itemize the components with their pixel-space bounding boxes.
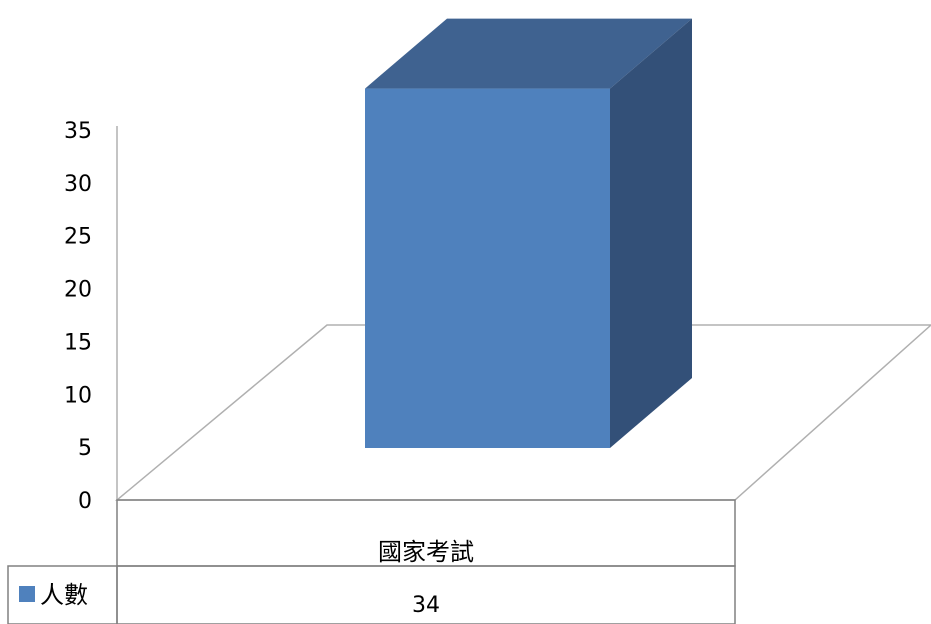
legend-color-swatch [19, 586, 35, 602]
data-table: 國家考試 34 人數 [7, 499, 736, 624]
bar-side-face [610, 18, 692, 448]
y-tick-label: 35 [64, 119, 92, 144]
bar-top-face [365, 18, 692, 89]
data-value-label: 34 [412, 593, 440, 618]
y-tick-label: 20 [64, 278, 92, 303]
y-tick-label: 10 [64, 383, 92, 408]
category-label: 國家考試 [378, 538, 474, 566]
y-tick-label: 0 [78, 489, 92, 514]
y-tick-labels: 0 5 10 15 20 25 30 35 [64, 119, 92, 514]
y-tick-label: 30 [64, 172, 92, 197]
y-tick-label: 25 [64, 225, 92, 250]
bar-series-人數 [365, 18, 692, 449]
y-tick-label: 15 [64, 330, 92, 355]
y-tick-label: 5 [78, 436, 92, 461]
table-legend-cell [7, 565, 118, 624]
legend-series-name: 人數 [40, 581, 88, 609]
bar-front-face [365, 88, 610, 449]
